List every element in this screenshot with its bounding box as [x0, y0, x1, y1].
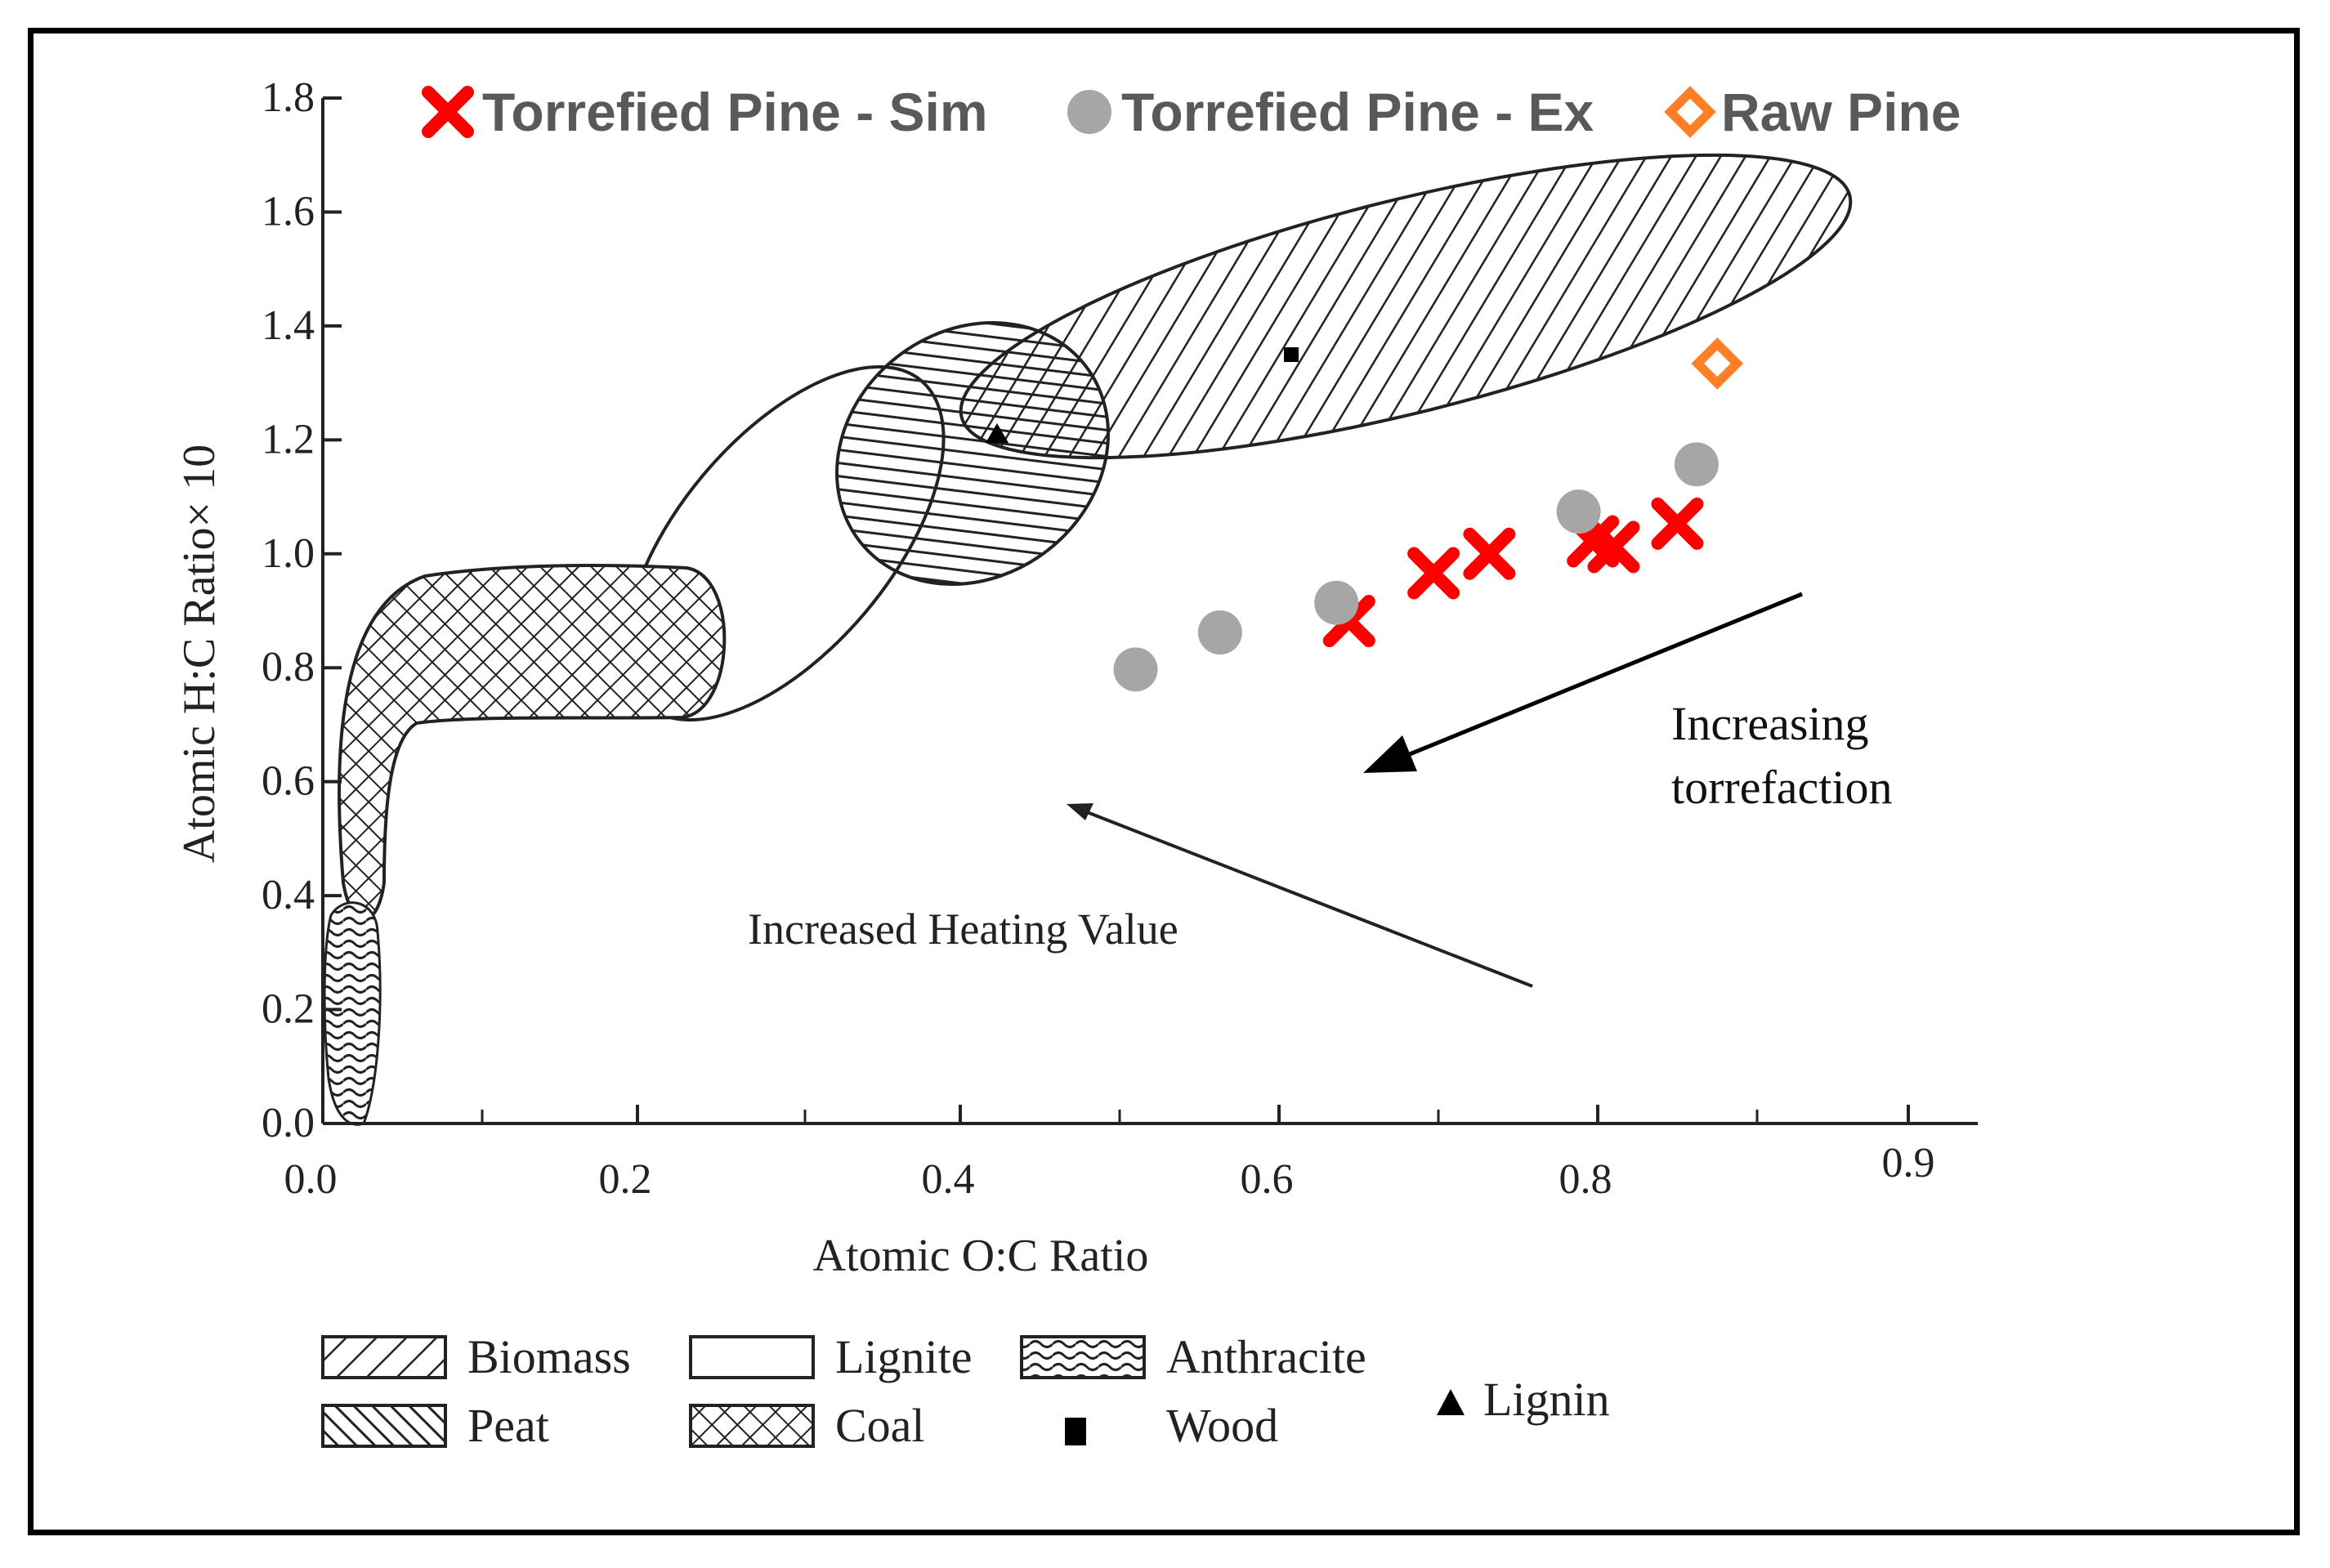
y-axis-label: Atomic H:C Ratio× 10 — [174, 444, 225, 863]
legend-circle-marker — [1067, 90, 1111, 134]
legend-label-peat: Peat — [467, 1399, 549, 1452]
heating-annotation: Increased Heating Value — [748, 905, 1178, 954]
legend-swatch-coal — [689, 1404, 815, 1448]
legend-label-sim: Torrefied Pine - Sim — [482, 82, 988, 142]
legend-item-ex: Torrefied Pine - Ex — [1067, 82, 1594, 142]
legend-swatch-lignite — [689, 1335, 815, 1379]
ex-point-3 — [1556, 489, 1601, 534]
y-tick-label-2: 0.4 — [262, 872, 315, 918]
y-tick-label-7: 1.4 — [262, 302, 315, 349]
legend-label-lignin: Lignin — [1483, 1373, 1610, 1426]
y-tick-label-6: 1.2 — [262, 416, 315, 462]
legend-label-biomass: Biomass — [467, 1330, 631, 1383]
legend-swatch-lignin — [1437, 1389, 1465, 1415]
sim-point-1 — [1407, 547, 1460, 600]
y-tick-label-8: 1.6 — [262, 188, 315, 235]
axes: 0.0 0.2 0.4 0.6 0.8 0.9 0.0 0.2 0.4 0.6 0.8 1.0 1.2… — [262, 74, 1978, 1203]
y-tick-label-1: 0.2 — [262, 986, 315, 1033]
y-tick-label-3: 0.6 — [262, 758, 315, 805]
legend-label-ex: Torrefied Pine - Ex — [1121, 82, 1594, 142]
x-tick-label-0: 0.0 — [284, 1156, 338, 1203]
torrefaction-annotation-line1: Increasing — [1671, 697, 1869, 750]
torrefaction-arrow — [1363, 592, 1803, 773]
torrefaction-annotation-line2: torrefaction — [1671, 761, 1893, 814]
legend-swatch-anthracite — [1020, 1335, 1146, 1379]
x-tick-label-5: 0.9 — [1882, 1140, 1935, 1186]
legend-label-raw: Raw Pine — [1721, 82, 1961, 142]
biomass-region — [959, 153, 1853, 460]
y-tick-label-0: 0.0 — [262, 1100, 315, 1146]
legend-swatch-wood — [1065, 1418, 1086, 1445]
legend-label-anthracite: Anthracite — [1166, 1330, 1366, 1383]
sim-point-2 — [1463, 527, 1516, 580]
y-tick-label-5: 1.0 — [262, 530, 315, 577]
lignin-marker — [986, 423, 1008, 443]
sim-point-4 — [1587, 520, 1640, 574]
y-tick-label-4: 0.8 — [262, 644, 315, 690]
x-tick-label-1: 0.2 — [599, 1156, 652, 1203]
anthracite-region — [323, 901, 382, 1126]
top-legend: Torrefied Pine - Sim Torrefied Pine - Ex… — [422, 82, 1961, 142]
legend-label-lignite: Lignite — [835, 1330, 973, 1383]
legend-diamond-marker — [1664, 86, 1716, 138]
x-tick-label-2: 0.4 — [922, 1156, 975, 1203]
legend-label-coal: Coal — [835, 1399, 925, 1452]
ex-point-4 — [1674, 442, 1719, 487]
ex-point-1 — [1197, 610, 1242, 654]
legend-item-raw: Raw Pine — [1664, 82, 1961, 142]
sim-point-5 — [1651, 497, 1704, 550]
legend-label-wood: Wood — [1166, 1399, 1278, 1452]
data-points — [1113, 337, 1744, 692]
heating-arrow — [1067, 803, 1533, 988]
coal-region — [338, 564, 727, 921]
legend-swatch-biomass — [321, 1335, 447, 1379]
ex-point-2 — [1314, 580, 1359, 625]
legend-x-marker — [422, 86, 474, 138]
legend-swatch-peat — [321, 1404, 447, 1448]
x-tick-label-4: 0.8 — [1559, 1156, 1612, 1203]
y-tick-label-9: 1.8 — [262, 74, 315, 121]
legend-item-sim: Torrefied Pine - Sim — [422, 82, 988, 142]
bottom-legend: Biomass Peat Lignite Coal Anthracite Woo… — [321, 1330, 1610, 1452]
coal-rank-regions — [323, 153, 1853, 1126]
ex-point-0 — [1113, 647, 1158, 692]
x-axis-label: Atomic O:C Ratio — [813, 1231, 1149, 1281]
x-tick-label-3: 0.6 — [1241, 1156, 1294, 1203]
wood-marker — [1284, 347, 1299, 362]
raw-point-0 — [1691, 337, 1744, 390]
